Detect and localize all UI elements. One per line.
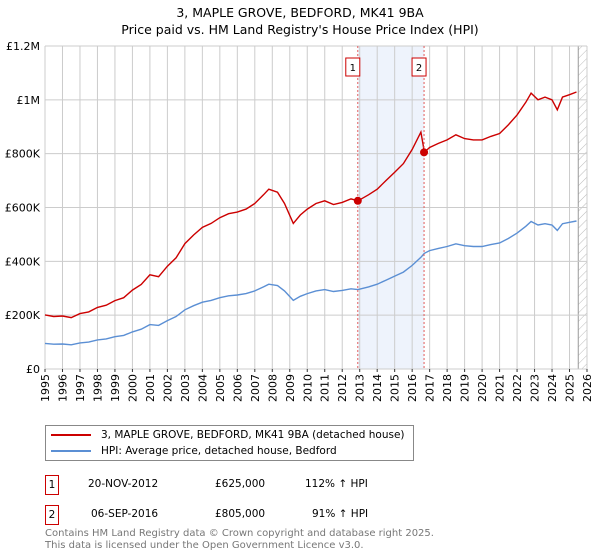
x-tick-label: 2022 bbox=[511, 374, 524, 402]
x-tick-label: 2011 bbox=[319, 374, 332, 402]
legend-item-property: 3, MAPLE GROVE, BEDFORD, MK41 9BA (detac… bbox=[51, 427, 405, 443]
y-tick-label: £400K bbox=[5, 255, 41, 268]
legend-label: HPI: Average price, detached house, Bedf… bbox=[101, 445, 337, 457]
property-price-line bbox=[44, 91, 577, 319]
x-tick-label: 1998 bbox=[91, 374, 104, 402]
x-tick-label: 2025 bbox=[564, 374, 577, 402]
x-tick-label: 2023 bbox=[529, 374, 542, 402]
sale-label: 2 bbox=[416, 63, 422, 74]
x-tick-label: 2001 bbox=[144, 374, 157, 402]
x-tick-label: 2003 bbox=[179, 374, 192, 402]
y-tick-label: £1.2M bbox=[6, 40, 40, 53]
legend-item-hpi: HPI: Average price, detached house, Bedf… bbox=[51, 443, 337, 459]
sale-badge: 2 bbox=[45, 505, 59, 525]
x-tick-label: 1996 bbox=[56, 374, 69, 402]
hpi-line bbox=[44, 220, 577, 346]
sale-row: 2 06-SEP-2016 £805,000 91% ↑ HPI bbox=[45, 505, 425, 525]
x-tick-label: 2019 bbox=[459, 374, 472, 402]
y-tick-label: £0 bbox=[26, 363, 40, 376]
x-tick-label: 2009 bbox=[284, 374, 297, 402]
footer-licence: This data is licensed under the Open Gov… bbox=[45, 540, 364, 551]
x-tick-label: 2014 bbox=[371, 374, 384, 402]
x-tick-label: 2015 bbox=[389, 374, 402, 402]
x-tick-label: 2000 bbox=[126, 374, 139, 402]
y-tick-label: £200K bbox=[5, 309, 41, 322]
x-tick-label: 2006 bbox=[231, 374, 244, 402]
sale-point bbox=[420, 148, 429, 157]
y-tick-label: £1M bbox=[17, 94, 41, 107]
x-tick-label: 2012 bbox=[336, 374, 349, 402]
sale-date: 20-NOV-2012 bbox=[88, 478, 159, 490]
x-tick-label: 1995 bbox=[39, 374, 52, 402]
sale-hpi: 112% ↑ HPI bbox=[305, 478, 368, 490]
x-tick-label: 2017 bbox=[424, 374, 437, 402]
chart-title: 3, MAPLE GROVE, BEDFORD, MK41 9BA bbox=[176, 5, 424, 20]
sale-badge: 1 bbox=[45, 475, 59, 495]
x-tick-label: 2026 bbox=[581, 374, 594, 402]
sale-label: 1 bbox=[350, 63, 356, 74]
sale-row: 1 20-NOV-2012 £625,000 112% ↑ HPI bbox=[45, 475, 425, 495]
x-tick-label: 2007 bbox=[249, 374, 262, 402]
x-tick-label: 2013 bbox=[354, 374, 367, 402]
y-tick-label: £800K bbox=[5, 148, 41, 161]
y-tick-label: £600K bbox=[5, 202, 41, 215]
sale-label-box bbox=[345, 57, 361, 77]
sale-date: 06-SEP-2016 bbox=[91, 508, 159, 520]
x-tick-label: 2016 bbox=[406, 374, 419, 402]
x-tick-label: 2010 bbox=[301, 374, 314, 402]
sale-point bbox=[353, 196, 362, 205]
x-tick-label: 2021 bbox=[494, 374, 507, 402]
x-tick-label: 2024 bbox=[546, 374, 559, 402]
legend-swatch-red bbox=[51, 434, 91, 436]
x-tick-label: 2020 bbox=[476, 374, 489, 402]
chart-subtitle: Price paid vs. HM Land Registry's House … bbox=[121, 22, 479, 37]
x-tick-label: 2008 bbox=[266, 374, 279, 402]
footer-copyright: Contains HM Land Registry data © Crown c… bbox=[45, 528, 434, 539]
price-chart: 1995 1996 1997 1998 1999 2000 2001 2002 2003 2004… bbox=[5, 40, 594, 402]
sale-price: £805,000 bbox=[215, 508, 266, 520]
sale-label-box bbox=[411, 57, 427, 77]
footer: Contains HM Land Registry data © Crown c… bbox=[45, 528, 434, 552]
x-tick-label: 2002 bbox=[161, 374, 174, 402]
sale-hpi: 91% ↑ HPI bbox=[312, 508, 369, 520]
sale-price: £625,000 bbox=[215, 478, 266, 490]
legend-label: 3, MAPLE GROVE, BEDFORD, MK41 9BA (detac… bbox=[101, 429, 405, 441]
legend: 3, MAPLE GROVE, BEDFORD, MK41 9BA (detac… bbox=[45, 425, 414, 461]
x-tick-label: 2005 bbox=[214, 374, 227, 402]
legend-swatch-blue bbox=[51, 450, 91, 452]
x-tick-label: 1999 bbox=[109, 374, 122, 402]
x-tick-label: 1997 bbox=[74, 374, 87, 402]
x-tick-label: 2018 bbox=[441, 374, 454, 402]
x-tick-label: 2004 bbox=[196, 374, 209, 402]
